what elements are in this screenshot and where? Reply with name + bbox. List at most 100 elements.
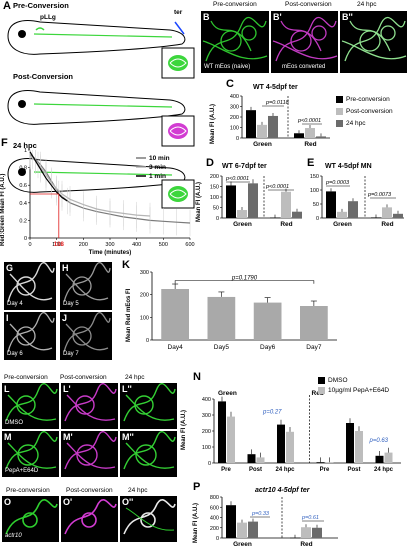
group-label: Red: [280, 221, 292, 228]
group-label: Red: [300, 541, 312, 548]
legend-swatch-post: [336, 108, 343, 115]
stage-label-24hpc: 24 hpc: [13, 141, 37, 150]
panel-letter-m: M: [4, 432, 12, 442]
bar: [346, 423, 354, 463]
y-tick-label: 0: [216, 216, 219, 222]
y-tick-label: 400: [230, 94, 239, 100]
caption-dmso: DMSO: [5, 420, 23, 426]
micrograph-o-prime: [61, 496, 118, 542]
bar: [305, 128, 315, 138]
x-tick-label: Day4: [168, 344, 184, 351]
y-tick-label: 200: [202, 429, 211, 435]
x-tick-label: Day6: [260, 344, 276, 351]
bar: [227, 416, 235, 463]
chart-k: 300 200 100 0 Day4 Day5 Day6 Day7 p=0.1790: [140, 270, 337, 351]
chart-d-ylabel-wrap: Mean FI (A.U.): [196, 174, 206, 224]
legend-label: 3 min: [149, 164, 166, 171]
micrograph-m: [2, 431, 59, 477]
chart-f-ylabel-wrap: Red:Green Mean FI (A.U.): [0, 150, 10, 246]
stage-label-pre: Pre-Conversion: [13, 1, 69, 10]
micrograph-i: [4, 312, 56, 360]
x-tick-label: 100: [52, 242, 61, 248]
chart-d: 200 150 100 50 0 Green Red p<0.0001 p<0.0001: [210, 174, 302, 228]
legend-swatch-pre: [336, 96, 343, 103]
bar: [375, 455, 384, 463]
larva-pre: [7, 20, 195, 79]
bar: [301, 527, 311, 538]
panel-letter-h: H: [62, 263, 69, 273]
y-tick-label: 100: [202, 445, 211, 451]
stage-label-post: Post-Conversion: [13, 72, 74, 81]
bar: [290, 537, 300, 539]
bar: [292, 211, 302, 218]
bar: [300, 306, 328, 340]
y-tick-label: 0.4: [19, 201, 27, 207]
panel-letter-l-prime: L': [63, 384, 71, 394]
lm-title-pre: Pre-conversion: [4, 374, 48, 381]
x-tick-label: 400: [132, 242, 141, 248]
panel-letter-f: F: [1, 137, 8, 149]
y-tick-label: 300: [202, 413, 211, 419]
group-label: Red: [304, 141, 316, 148]
panel-letter-b-prime: B': [273, 12, 282, 22]
chart-d-ylabel: Mean FI (A.U.): [196, 182, 202, 222]
bar: [294, 133, 304, 138]
lm-title-post: Post-conversion: [60, 374, 107, 381]
chart-e-title: WT 4-5dpf MN: [325, 163, 372, 170]
panel-letter-l: L: [4, 384, 10, 394]
x-tick-label: 24 hpc: [275, 467, 295, 473]
y-tick-label: 400: [210, 516, 219, 522]
panel-letter-i: I: [6, 313, 9, 323]
group-label: Green: [233, 541, 252, 548]
x-tick-label: Day5: [214, 344, 230, 351]
y-tick-label: 100: [310, 188, 319, 194]
x-tick-label: 24 hpc: [374, 467, 394, 473]
caption-actr10: actr10: [5, 533, 22, 539]
bar: [161, 289, 189, 340]
y-tick-label: 0: [216, 536, 219, 542]
y-tick-label: 1: [24, 148, 27, 154]
legend-n-swatch-dmso: [318, 377, 325, 384]
y-tick-label: 150: [310, 174, 319, 180]
y-tick-label: 0: [24, 236, 27, 242]
micrograph-o: [2, 496, 59, 542]
legend-swatch-24: [336, 120, 343, 127]
y-tick-label: 0: [316, 216, 319, 222]
bar: [337, 211, 347, 218]
bar: [384, 452, 393, 463]
y-tick-label: 50: [213, 206, 219, 212]
micrograph-m-dprime: [120, 431, 177, 477]
chart-f-ylabel: Red:Green Mean FI (A.U.): [0, 173, 6, 246]
o-title-pre: Pre-conversion: [6, 487, 50, 494]
group-label-green: Green: [218, 390, 237, 397]
bar: [316, 136, 326, 138]
chart-c-ylabel-wrap: Mean FI (A.U.): [210, 96, 220, 146]
panel-letter-c: C: [226, 78, 234, 90]
legend-n-label-pepa: 10µg/ml PepA+E64D: [328, 387, 390, 394]
bar: [316, 462, 325, 463]
y-tick-label: 200: [230, 115, 239, 121]
p-value-d2: p<0.0001: [265, 184, 289, 190]
bar: [355, 431, 363, 463]
panel-letter-n: N: [193, 371, 201, 383]
x-tick-label: Post: [249, 467, 262, 473]
panel-letter-d: D: [206, 157, 214, 169]
panel-letter-j: J: [62, 313, 68, 323]
chart-d-title: WT 6-7dpf ter: [222, 163, 267, 170]
bar: [248, 521, 258, 538]
day-label-5: Day 5: [63, 301, 79, 307]
micrograph-m-prime: [61, 431, 118, 477]
legend-item-24: 24 hpc: [336, 120, 406, 127]
bar: [207, 296, 236, 340]
panel-letter-g: G: [6, 263, 14, 273]
y-tick-label: 800: [210, 495, 219, 501]
bar: [237, 522, 247, 538]
panel-letter-o-dprime: O'': [122, 497, 134, 507]
x-tick-label: 200: [79, 242, 88, 248]
legend-label: 10 min: [149, 155, 170, 162]
series-line: [29, 151, 68, 202]
bar: [246, 110, 256, 138]
bar: [256, 457, 265, 463]
p-value-p1: p=0.33: [251, 511, 270, 517]
x-tick-label: Pre: [221, 467, 231, 473]
